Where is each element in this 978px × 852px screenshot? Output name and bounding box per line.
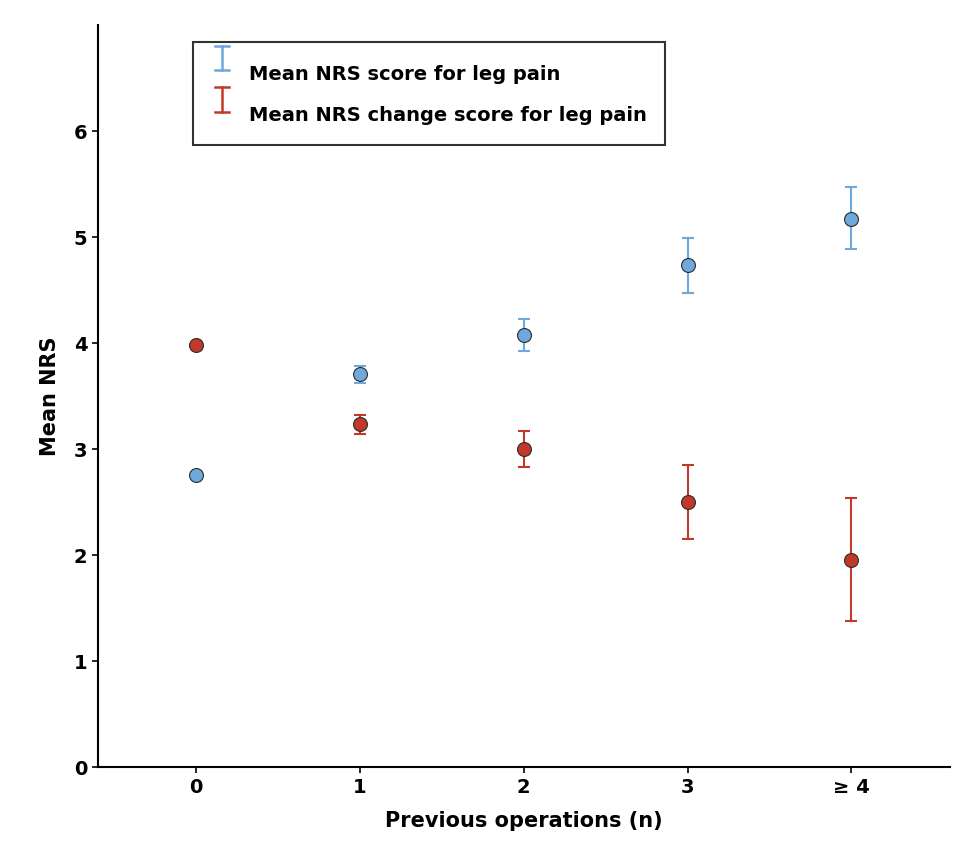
Point xyxy=(843,554,859,567)
Y-axis label: Mean NRS: Mean NRS xyxy=(40,337,60,456)
Point xyxy=(352,418,368,432)
Legend: Mean NRS score for leg pain, Mean NRS change score for leg pain: Mean NRS score for leg pain, Mean NRS ch… xyxy=(193,43,664,147)
Point xyxy=(679,495,694,509)
Point xyxy=(188,338,203,352)
Point xyxy=(188,469,203,482)
Point xyxy=(515,442,531,456)
X-axis label: Previous operations (n): Previous operations (n) xyxy=(384,810,662,830)
Point xyxy=(843,212,859,226)
Point xyxy=(679,259,694,273)
Point xyxy=(515,329,531,343)
Point xyxy=(352,368,368,382)
